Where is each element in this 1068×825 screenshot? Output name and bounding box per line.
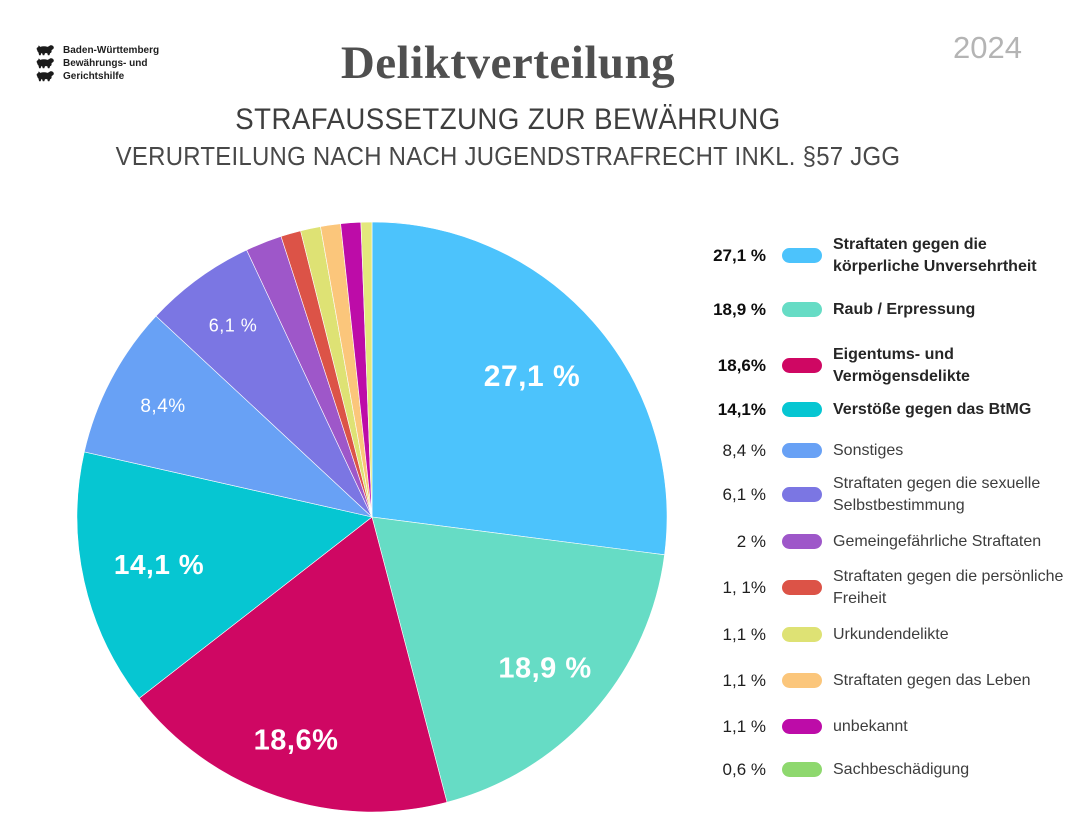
legend-label: Verstöße gegen das BtMG	[833, 399, 1065, 421]
pie-slice-1	[371, 221, 668, 556]
logo-row: Gerichtshilfe	[34, 70, 159, 83]
legend-label-line: Vermögensdelikte	[833, 368, 970, 385]
logo-line: Baden-Württemberg	[63, 45, 160, 56]
pie-slice-3	[138, 516, 448, 813]
legend-percent: 2 %	[736, 532, 766, 551]
legend-color-pill	[782, 627, 822, 642]
legend-color-pill	[782, 673, 822, 688]
legend-color-pill	[782, 580, 822, 595]
legend-label: Straftaten gegen die sexuelle Selbstbesti…	[833, 473, 1065, 517]
legend-label-line: Eigentums- und	[833, 346, 954, 363]
legend-percent: 14,1%	[717, 400, 766, 419]
chart-legend: 27,1 % Straftaten gegen die körperliche Un…	[700, 0, 1068, 825]
legend-label: Eigentums- und Vermögensdelikte	[833, 344, 1065, 388]
legend-color-pill	[782, 302, 822, 317]
legend-percent: 27,1 %	[713, 246, 766, 265]
pie-slice-2	[371, 516, 665, 803]
pie-slice-label: 8,4%	[140, 396, 186, 417]
legend-label-line: Straftaten gegen die sexuelle	[833, 475, 1041, 492]
legend-label-line: Straftaten gegen die	[833, 236, 987, 253]
legend-label-line: Gemeingefährliche Straftaten	[833, 533, 1042, 550]
legend-percent: 6,1 %	[722, 485, 766, 504]
legend-label: unbekannt	[833, 716, 1065, 738]
legend-label: Straftaten gegen die persönliche Freiheit	[833, 566, 1065, 610]
legend-color-pill	[782, 248, 822, 263]
logo-row: Baden-Württemberg	[34, 44, 159, 57]
legend-label-line: Selbstbestimmung	[833, 497, 965, 514]
legend-color-pill	[782, 719, 822, 734]
bw-logo: Baden-Württemberg Bewährungs- und Gerich…	[34, 44, 159, 83]
year-label: 2024	[953, 30, 1022, 65]
legend-label-line: Freiheit	[833, 590, 887, 607]
legend-percent: 8,4 %	[722, 441, 766, 460]
page-subtitle-2: VERURTEILUNG NACH NACH JUGENDSTRAFRECHT …	[115, 141, 901, 171]
page-title: Deliktverteilung	[340, 37, 676, 89]
legend-percent: 1,1 %	[722, 717, 766, 736]
legend-percent: 18,9 %	[713, 300, 766, 319]
legend-label-line: unbekannt	[833, 718, 908, 735]
legend-percent: 1, 1%	[722, 578, 766, 597]
pie-slice-12	[360, 221, 373, 518]
logo-row: Bewährungs- und	[34, 57, 159, 70]
legend-label: Straftaten gegen das Leben	[833, 670, 1065, 692]
legend-label: Raub / Erpressung	[833, 299, 1065, 321]
legend-color-pill	[782, 487, 822, 502]
legend-label-line: Urkundendelikte	[833, 626, 949, 643]
legend-label: Urkundendelikte	[833, 624, 1065, 646]
legend-color-pill	[782, 534, 822, 549]
page-subtitle-1: STRAFAUSSETZUNG ZUR BEWÄHRUNG	[235, 103, 781, 136]
legend-label-line: körperliche Unversehrtheit	[833, 258, 1037, 275]
pie-slice-label: 18,6%	[253, 724, 339, 757]
pie-slice-label: 27,1 %	[483, 360, 581, 393]
legend-label-line: Raub / Erpressung	[833, 301, 976, 318]
legend-label: Straftaten gegen die körperliche Unverseh…	[833, 234, 1065, 278]
pie-slice-label: 6,1 %	[208, 315, 258, 336]
legend-color-pill	[782, 762, 822, 777]
legend-percent: 1,1 %	[722, 625, 766, 644]
legend-label: Sachbeschädigung	[833, 759, 1065, 781]
legend-color-pill	[782, 402, 822, 417]
legend-label: Sonstiges	[833, 440, 1065, 462]
pie-slice-label: 14,1 %	[113, 549, 205, 580]
pie-slice-5	[83, 315, 374, 518]
logo-line: Gerichtshilfe	[63, 71, 125, 82]
pie-slice-4	[76, 451, 373, 699]
logo-line: Bewährungs- und	[63, 58, 148, 69]
legend-label-line: Sonstiges	[833, 442, 904, 459]
legend-percent: 0,6 %	[722, 760, 766, 779]
legend-label-line: Sachbeschädigung	[833, 761, 970, 778]
legend-percent: 18,6%	[717, 356, 766, 375]
legend-label: Gemeingefährliche Straftaten	[833, 531, 1065, 553]
legend-label-line: Straftaten gegen die persönliche	[833, 568, 1064, 585]
legend-color-pill	[782, 443, 822, 458]
legend-label-line: Straftaten gegen das Leben	[833, 672, 1031, 689]
pie-slice-label: 18,9 %	[498, 652, 592, 685]
legend-percent: 1,1 %	[722, 671, 766, 690]
legend-label-line: Verstöße gegen das BtMG	[833, 401, 1032, 418]
legend-color-pill	[782, 358, 822, 373]
